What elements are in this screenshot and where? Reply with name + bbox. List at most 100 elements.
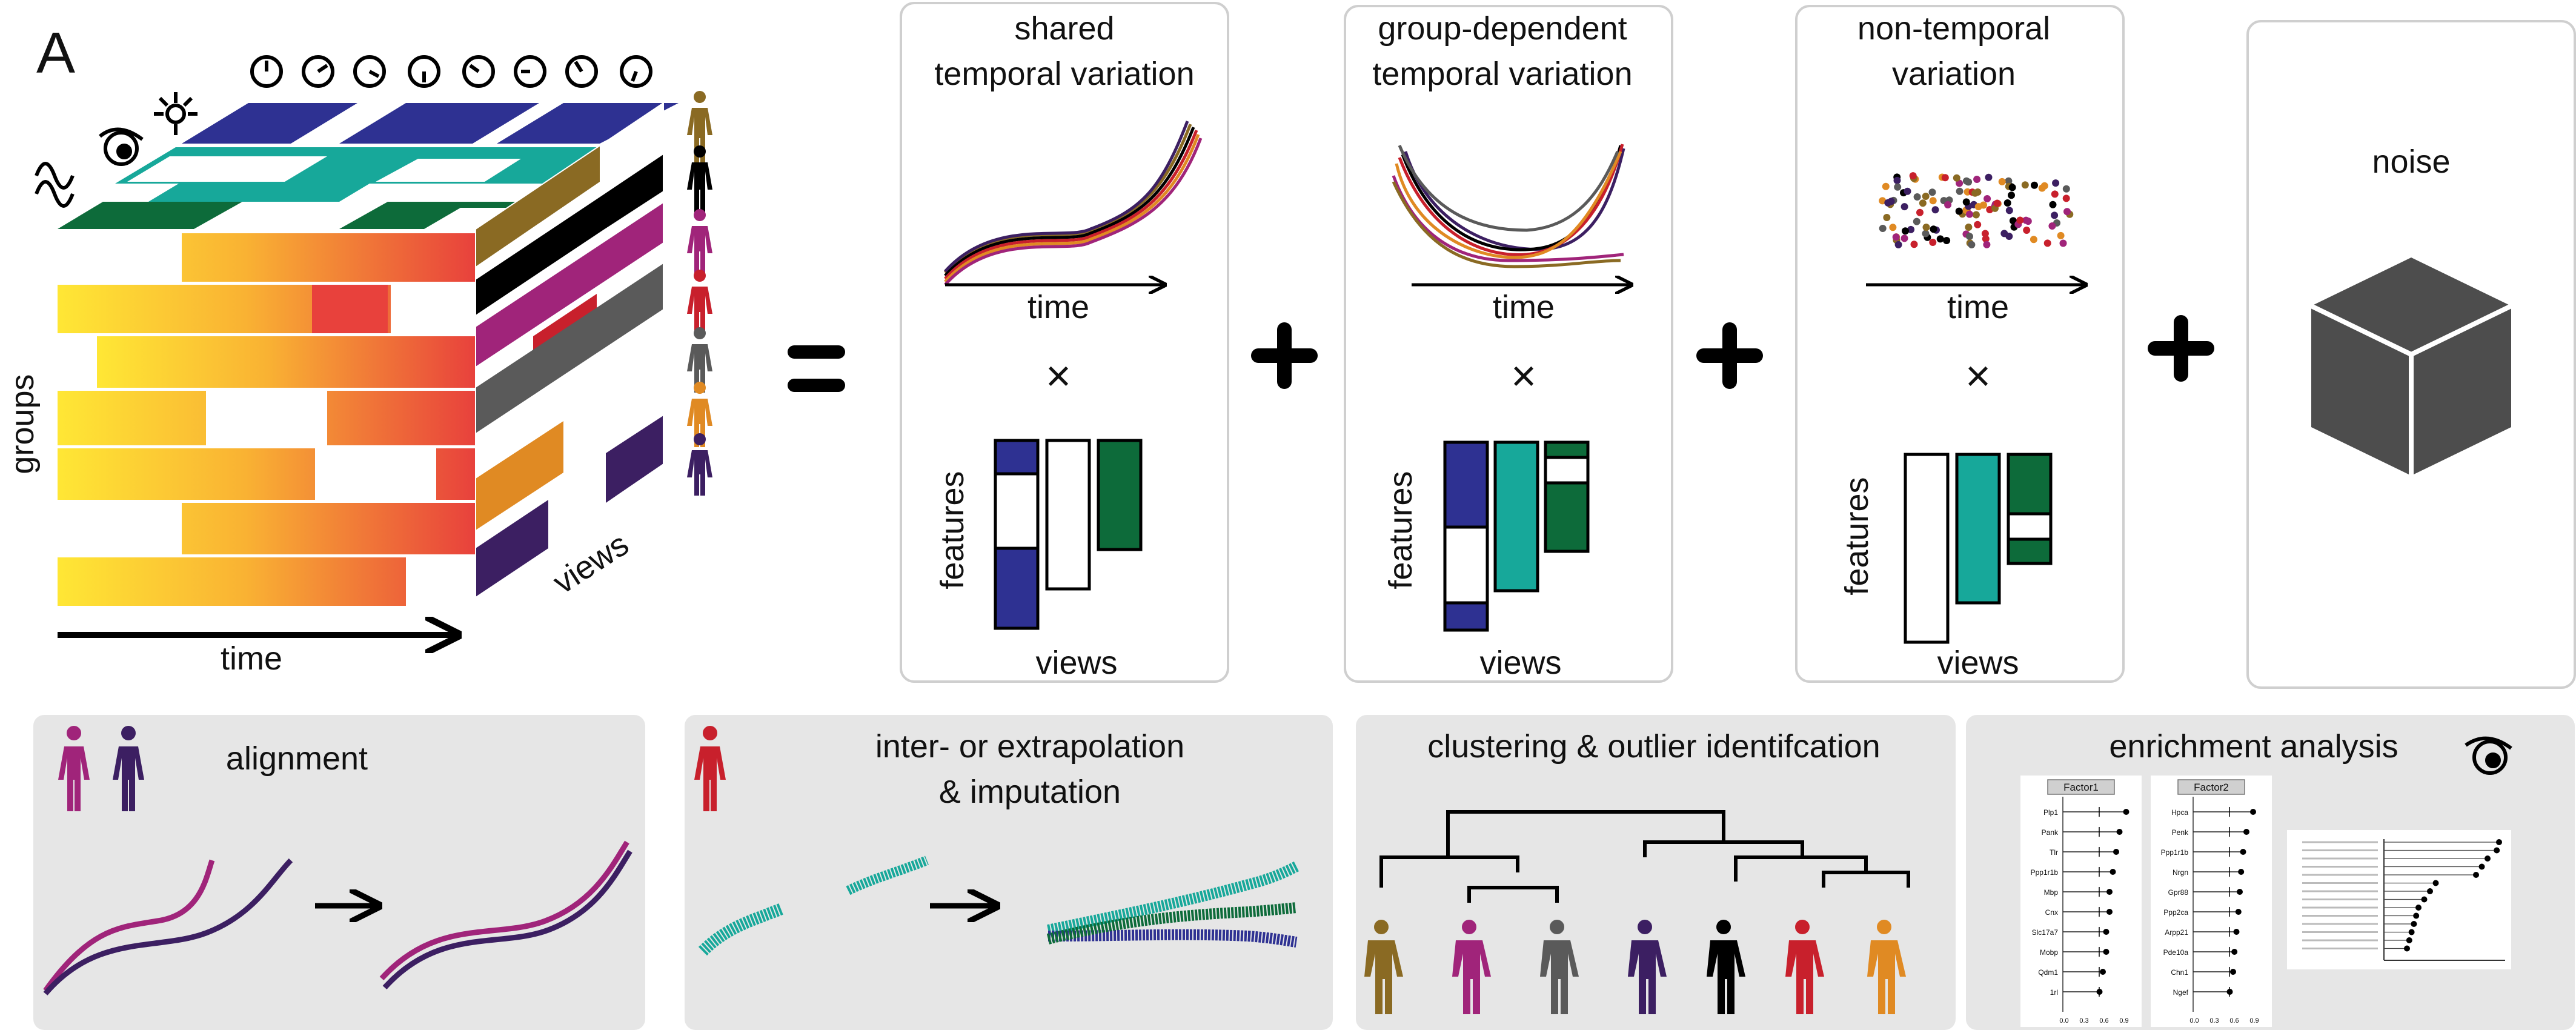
scatter-point xyxy=(2052,179,2060,187)
enrichment-title: enrichment analysis xyxy=(2109,728,2398,765)
scatter-point xyxy=(1982,235,1990,243)
panel-label: A xyxy=(36,21,75,85)
cluster-human-icon xyxy=(1785,920,1824,1014)
scatter-point xyxy=(2062,185,2070,193)
group-curves xyxy=(1392,144,1625,268)
component-title-line1: group-dependent xyxy=(1378,10,1627,47)
scatter-point xyxy=(1894,241,1902,248)
scatter-point xyxy=(1985,173,1993,181)
weights-bars xyxy=(994,439,1143,630)
scatter-point xyxy=(1936,235,1944,243)
scatter-point xyxy=(1922,230,1930,237)
scatter-point xyxy=(1929,197,1937,205)
cluster-human-icon xyxy=(1540,920,1579,1014)
panel-clustering: clustering & outlier identifcation xyxy=(1356,715,1956,1030)
axis-tick: 0.6 xyxy=(2099,1017,2108,1025)
component-group-dependent: group-dependent temporal variation time … xyxy=(1344,5,1673,683)
human-icon-purple xyxy=(687,433,712,496)
gene-label: 1rl xyxy=(2050,988,2058,997)
scatter-point xyxy=(2022,216,2030,224)
gene-label: Slc17a7 xyxy=(2032,928,2059,937)
scatter-point xyxy=(2030,236,2037,244)
interpolation-title-line1: inter- or extrapolation xyxy=(875,728,1184,765)
human-icon-orange xyxy=(687,382,712,447)
sample-human-icons xyxy=(687,91,712,496)
times-sign: × xyxy=(1511,352,1536,400)
scatter-point xyxy=(1907,225,1915,233)
gene-label: Cnx xyxy=(2045,908,2058,917)
scatter-point xyxy=(2038,184,2046,192)
gene-label: Pank xyxy=(2042,828,2059,837)
scatter-point xyxy=(1879,225,1887,232)
clock-icons xyxy=(250,55,652,88)
scatter-point xyxy=(2000,230,2008,237)
gene-label: Nrgn xyxy=(2173,868,2188,877)
pathway-lollipop-chart xyxy=(2287,830,2511,969)
omics-icons xyxy=(35,92,198,208)
scatter-point xyxy=(1944,201,1952,208)
scatter-point xyxy=(1981,230,1989,237)
scatter-point xyxy=(1882,182,1890,190)
scatter-point xyxy=(1893,176,1901,184)
scatter-point xyxy=(2009,217,2017,225)
axis-tick: 0.9 xyxy=(2119,1017,2128,1025)
scatter-point xyxy=(2051,190,2059,198)
scatter-point xyxy=(1900,203,1908,211)
gene-label: Tlr xyxy=(2050,848,2058,857)
features-label: features xyxy=(1839,477,1875,595)
component-title-line2: variation xyxy=(1892,56,2016,92)
scatter-point xyxy=(1941,174,1949,182)
scatter-point xyxy=(1904,187,1911,195)
scatter-point xyxy=(1966,233,1973,241)
component-noise: noise xyxy=(2246,20,2576,689)
scatter-point xyxy=(1983,195,1991,202)
gene-label: Gpr88 xyxy=(2168,888,2189,897)
dna-icon xyxy=(35,162,75,208)
human-icon-black xyxy=(687,145,712,214)
component-time-label: time xyxy=(1027,289,1089,325)
component-title-line1: non-temporal xyxy=(1857,10,2050,47)
component-shared: shared temporal variation time × feature… xyxy=(900,2,1229,683)
gene-label: Hpca xyxy=(2171,808,2188,817)
scatter-point xyxy=(1931,206,1939,214)
gene-label: Pde10a xyxy=(2163,948,2189,957)
interpolation-title-line2: & imputation xyxy=(939,774,1121,810)
scatter-point xyxy=(2043,239,2051,247)
scatter-point xyxy=(2049,201,2057,208)
panel-alignment: alignment xyxy=(33,715,645,1030)
cluster-human-icon xyxy=(1364,920,1403,1014)
scatter-point xyxy=(2008,191,2015,199)
random-scatter xyxy=(1879,172,2074,248)
scatter-point xyxy=(1889,224,1897,231)
noise-cube-icon xyxy=(2310,257,2512,476)
scatter-point xyxy=(1956,187,1964,195)
gene-label: Plp1 xyxy=(2043,808,2058,817)
component-title-line1: shared xyxy=(1014,10,1114,47)
clustering-title: clustering & outlier identifcation xyxy=(1427,728,1880,765)
scatter-point xyxy=(2059,239,2067,247)
eye-icon xyxy=(2465,736,2512,775)
component-title-line2: temporal variation xyxy=(1372,56,1632,92)
gene-label: Ppp2ca xyxy=(2163,908,2188,917)
scatter-point xyxy=(2008,184,2016,191)
scatter-point xyxy=(1916,208,1924,216)
enrichment-tables: Factor1 Plp1 Pank Tlr Ppp1r1b Mbp Cnx Slc17a7 Mo… xyxy=(2020,776,2272,1027)
scatter-point xyxy=(1968,241,1976,248)
scatter-point xyxy=(2048,222,2056,230)
scatter-point xyxy=(1971,189,1979,197)
views-label: views xyxy=(1479,645,1561,681)
gene-label: Chn1 xyxy=(2171,968,2188,977)
scatter-point xyxy=(2031,181,2038,189)
cube-time-label: time xyxy=(221,640,282,677)
scatter-point xyxy=(1974,203,1982,211)
gene-label: Ppp1r1b xyxy=(2161,848,2189,857)
scatter-point xyxy=(1929,239,1937,246)
equals-sign xyxy=(788,345,845,392)
scatter-point xyxy=(1910,241,1918,248)
scatter-point xyxy=(1902,227,1909,235)
scatter-point xyxy=(1962,177,1970,185)
scatter-point xyxy=(2005,177,2013,185)
scatter-point xyxy=(1913,218,1920,225)
panel-enrichment: enrichment analysis Factor1 Plp1 Pank Tlr Pp… xyxy=(1966,715,2575,1030)
